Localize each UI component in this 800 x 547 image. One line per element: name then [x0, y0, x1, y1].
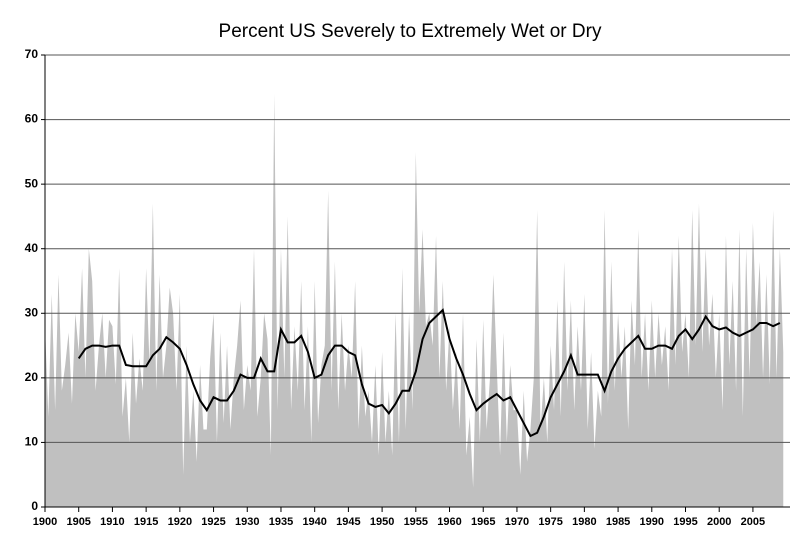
x-tick-label: 1930 — [235, 516, 259, 528]
x-tick-label: 1970 — [505, 516, 529, 528]
y-tick-label: 70 — [25, 47, 39, 61]
y-tick-label: 20 — [25, 370, 39, 384]
x-tick-label: 2005 — [741, 516, 765, 528]
x-tick-label: 1990 — [640, 516, 664, 528]
x-tick-label: 1980 — [572, 516, 596, 528]
x-tick-label: 1950 — [370, 516, 394, 528]
y-tick-label: 60 — [25, 112, 39, 126]
x-tick-label: 1960 — [437, 516, 461, 528]
x-tick-label: 1965 — [471, 516, 495, 528]
y-tick-label: 50 — [25, 176, 39, 190]
y-tick-label: 10 — [25, 435, 39, 449]
x-tick-label: 2000 — [707, 516, 731, 528]
x-tick-label: 1995 — [673, 516, 697, 528]
x-tick-label: 1945 — [336, 516, 360, 528]
x-tick-label: 1915 — [134, 516, 158, 528]
line — [77, 308, 781, 438]
y-tick-label: 40 — [25, 241, 39, 255]
x-tick-label: 1920 — [168, 516, 192, 528]
x-tick-label: 1905 — [66, 516, 90, 528]
y-tick-label: 30 — [25, 305, 39, 319]
y-tick-label: 0 — [31, 499, 38, 513]
x-tick-label: 1910 — [100, 516, 124, 528]
x-tick-label: 1955 — [404, 516, 428, 528]
chart-title: Percent US Severely to Extremely Wet or … — [219, 21, 602, 42]
x-tick-label: 1900 — [33, 516, 57, 528]
x-tick-label: 1940 — [302, 516, 326, 528]
x-tick-label: 1985 — [606, 516, 630, 528]
area — [45, 93, 784, 507]
x-tick-label: 1935 — [269, 516, 293, 528]
x-tick-label: 1925 — [201, 516, 225, 528]
x-tick-label: 1975 — [538, 516, 562, 528]
